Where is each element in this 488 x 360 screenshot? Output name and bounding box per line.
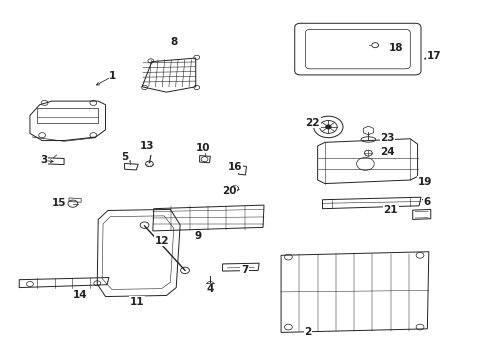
Text: 9: 9: [194, 231, 202, 240]
Text: 7: 7: [240, 265, 248, 275]
Text: 15: 15: [52, 198, 66, 208]
Text: 19: 19: [417, 177, 431, 187]
Text: 24: 24: [379, 147, 394, 157]
Text: 17: 17: [426, 51, 440, 61]
Circle shape: [325, 125, 330, 129]
Text: 4: 4: [206, 284, 214, 294]
Text: 8: 8: [170, 37, 177, 47]
Text: 22: 22: [305, 118, 319, 128]
Text: 13: 13: [140, 141, 154, 151]
Text: 2: 2: [304, 327, 311, 337]
Text: 20: 20: [221, 186, 236, 197]
Text: 23: 23: [379, 133, 394, 143]
Text: 21: 21: [383, 206, 397, 216]
Text: 18: 18: [387, 43, 402, 53]
Text: 11: 11: [130, 297, 144, 307]
Text: 6: 6: [423, 197, 430, 207]
Text: 5: 5: [121, 152, 128, 162]
Text: 10: 10: [195, 143, 210, 153]
Text: 14: 14: [73, 291, 87, 301]
Text: 3: 3: [40, 155, 47, 165]
Text: 16: 16: [227, 162, 242, 172]
Text: 1: 1: [109, 71, 116, 81]
Text: 12: 12: [154, 236, 168, 246]
